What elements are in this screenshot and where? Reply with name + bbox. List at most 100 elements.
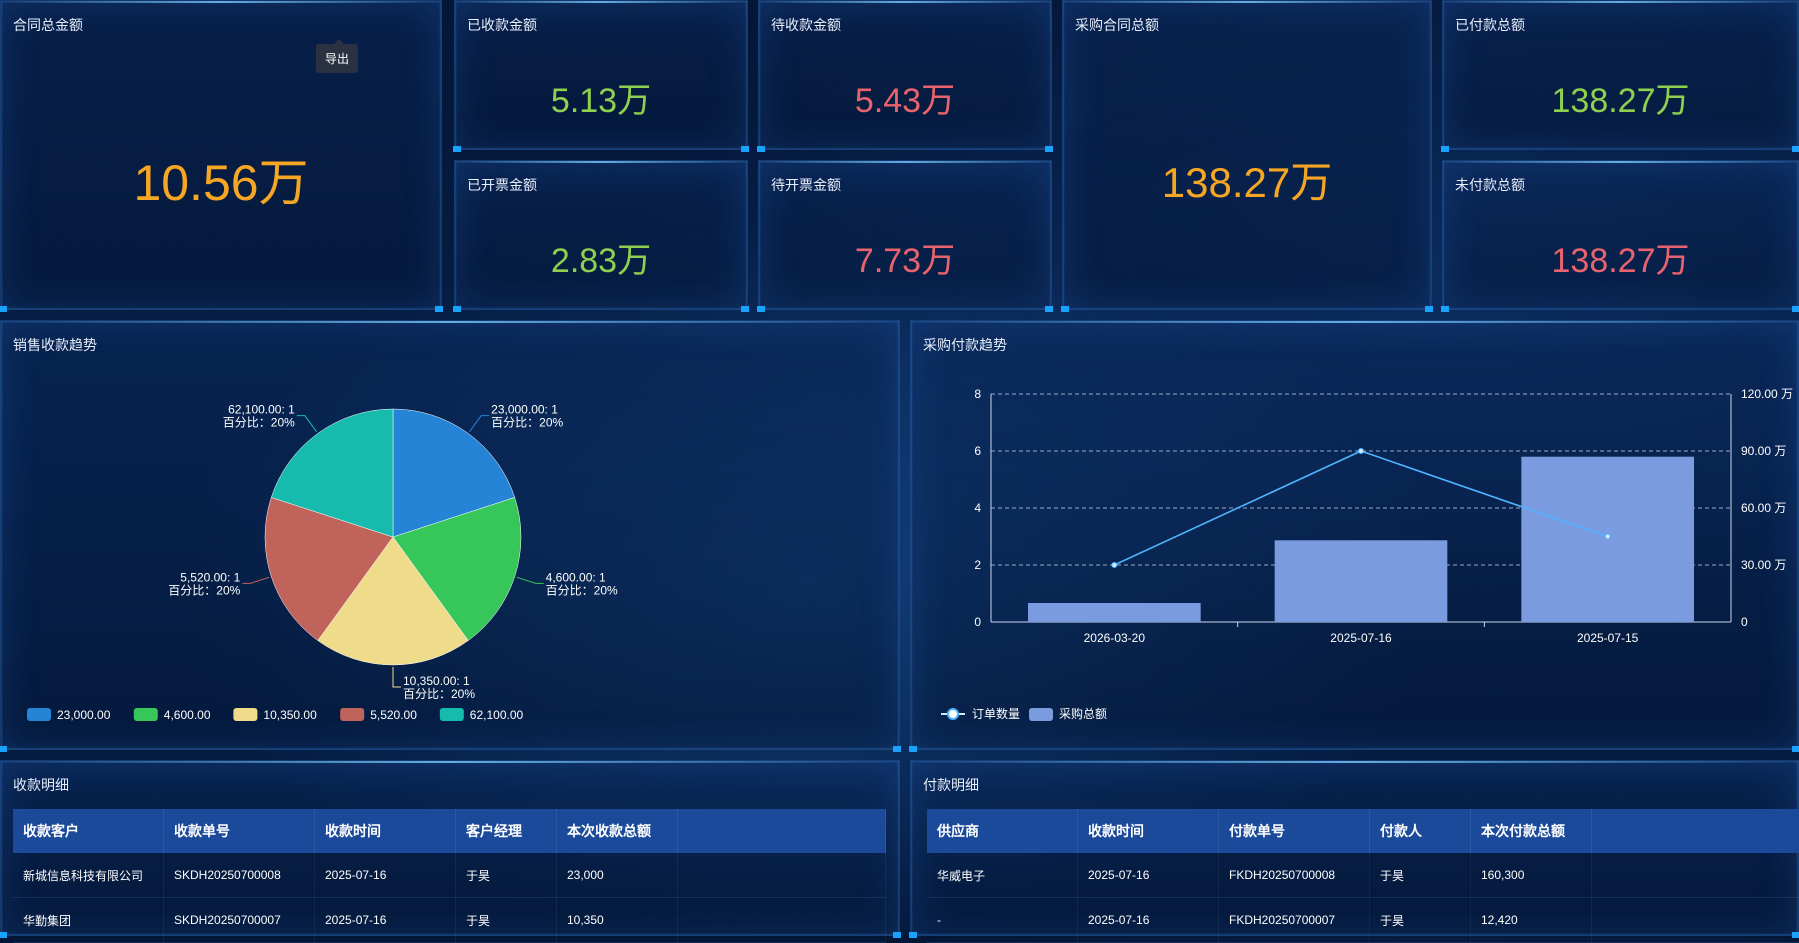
y-right-tick-label: 0 [1741, 615, 1748, 629]
kpi-to-receive: 待收款金额 5.43万 [758, 0, 1052, 150]
table-header-row: 收款客户 收款单号 收款时间 客户经理 本次收款总额 [13, 809, 886, 853]
kpi-to-invoice: 待开票金额 7.73万 [758, 160, 1052, 310]
payments-panel: 付款明细 供应商 收款时间 付款单号 付款人 本次付款总额 华威电子 2025-… [910, 760, 1799, 936]
table-row[interactable]: 华威电子 2025-07-16 FKDH20250700008 于昊 160,3… [927, 853, 1799, 898]
pie-percent-label: 百分比：20% [546, 583, 618, 597]
x-tick-label: 2025-07-16 [1330, 631, 1392, 645]
pie-label-line [297, 416, 317, 432]
header-cell-empty [1592, 809, 1799, 853]
x-tick-label: 2026-03-20 [1084, 631, 1146, 645]
pie-data-label: 5,520.00: 1 [180, 570, 240, 584]
bar-0[interactable] [1028, 603, 1201, 622]
y-left-tick-label: 2 [974, 558, 981, 572]
header-cell[interactable]: 收款客户 [13, 809, 164, 853]
cell: 160,300 [1471, 853, 1592, 898]
panel-glow [1063, 1, 1431, 3]
header-cell[interactable]: 客户经理 [456, 809, 557, 853]
kpi-value: 138.27万 [1063, 149, 1431, 210]
panel-glow [1443, 1, 1798, 3]
legend-label[interactable]: 23,000.00 [57, 708, 111, 722]
line-point-2[interactable] [1605, 534, 1610, 539]
x-tick-label: 2025-07-15 [1577, 631, 1639, 645]
y-right-tick-label: 120.00 万 [1741, 387, 1793, 401]
table-title: 收款明细 [13, 775, 69, 795]
kpi-label: 已开票金额 [467, 175, 537, 195]
legend-label[interactable]: 采购总额 [1059, 706, 1107, 721]
legend-swatch[interactable] [134, 708, 158, 721]
cell: 于昊 [456, 853, 557, 898]
kpi-label: 未付款总额 [1455, 175, 1525, 195]
kpi-value: 10.56万 [1, 143, 441, 215]
legend-label[interactable]: 4,600.00 [164, 708, 211, 722]
cell: 2025-07-16 [315, 853, 456, 898]
pie-label-line [242, 577, 269, 583]
pie-data-label: 4,600.00: 1 [546, 570, 606, 584]
cell: 华威电子 [927, 853, 1078, 898]
kpi-label: 已付款总额 [1455, 15, 1525, 35]
receipts-table: 收款客户 收款单号 收款时间 客户经理 本次收款总额 新城信息科技有限公司 SK… [13, 809, 886, 943]
header-cell[interactable]: 收款单号 [164, 809, 315, 853]
cell: SKDH20250700008 [164, 853, 315, 898]
cell: 于昊 [1370, 853, 1471, 898]
legend-bar-swatch[interactable] [1029, 708, 1053, 721]
panel-glow [1, 761, 899, 763]
legend-line-marker[interactable] [948, 709, 958, 719]
legend-label[interactable]: 订单数量 [972, 706, 1020, 721]
legend-swatch[interactable] [340, 708, 364, 721]
kpi-contract-total: 合同总金额 10.56万 [0, 0, 442, 310]
pie-label-line [393, 667, 401, 687]
kpi-label: 采购合同总额 [1075, 15, 1159, 35]
kpi-paid: 已付款总额 138.27万 [1442, 0, 1799, 150]
legend-label[interactable]: 62,100.00 [470, 708, 524, 722]
header-cell[interactable]: 收款时间 [315, 809, 456, 853]
header-cell[interactable]: 收款时间 [1078, 809, 1219, 853]
kpi-value: 138.27万 [1443, 73, 1798, 122]
cell-empty [678, 853, 886, 898]
legend-swatch[interactable] [440, 708, 464, 721]
cell: FKDH20250700008 [1219, 853, 1370, 898]
kpi-unpaid: 未付款总额 138.27万 [1442, 160, 1799, 310]
legend-swatch[interactable] [27, 708, 51, 721]
export-tooltip[interactable]: 导出 [316, 44, 358, 73]
pie-percent-label: 百分比：20% [223, 416, 295, 430]
kpi-label: 合同总金额 [13, 15, 83, 35]
kpi-label: 已收款金额 [467, 15, 537, 35]
kpi-value: 5.13万 [455, 73, 747, 122]
y-left-tick-label: 0 [974, 615, 981, 629]
kpi-label: 待收款金额 [771, 15, 841, 35]
kpi-label: 待开票金额 [771, 175, 841, 195]
pie-data-label: 10,350.00: 1 [403, 674, 470, 688]
pie-label-line [517, 577, 544, 583]
legend-label[interactable]: 5,520.00 [370, 708, 417, 722]
header-cell[interactable]: 付款人 [1370, 809, 1471, 853]
table-row[interactable]: 新城信息科技有限公司 SKDH20250700008 2025-07-16 于昊… [13, 853, 886, 898]
panel-glow [1, 1, 441, 3]
header-cell[interactable]: 本次付款总额 [1471, 809, 1592, 853]
table-header-row: 供应商 收款时间 付款单号 付款人 本次付款总额 [927, 809, 1799, 853]
kpi-value: 138.27万 [1443, 233, 1798, 282]
y-right-tick-label: 30.00 万 [1741, 558, 1786, 572]
pie-data-label: 62,100.00: 1 [228, 403, 295, 417]
panel-glow [759, 1, 1051, 3]
pie-label-line [469, 416, 489, 432]
y-left-tick-label: 6 [974, 444, 981, 458]
header-cell[interactable]: 付款单号 [1219, 809, 1370, 853]
kpi-purchase-total: 采购合同总额 138.27万 [1062, 0, 1432, 310]
receipts-panel: 收款明细 收款客户 收款单号 收款时间 客户经理 本次收款总额 新城信息科技有限… [0, 760, 900, 936]
line-point-0[interactable] [1112, 563, 1117, 568]
kpi-value: 2.83万 [455, 233, 747, 282]
y-right-tick-label: 60.00 万 [1741, 501, 1786, 515]
bar-1[interactable] [1275, 540, 1448, 622]
legend-label[interactable]: 10,350.00 [263, 708, 317, 722]
header-cell[interactable]: 供应商 [927, 809, 1078, 853]
legend-swatch[interactable] [233, 708, 257, 721]
y-right-tick-label: 90.00 万 [1741, 444, 1786, 458]
pie-percent-label: 百分比：20% [403, 687, 475, 701]
line-point-1[interactable] [1359, 449, 1364, 454]
header-cell[interactable]: 本次收款总额 [557, 809, 678, 853]
table-title: 付款明细 [923, 775, 979, 795]
